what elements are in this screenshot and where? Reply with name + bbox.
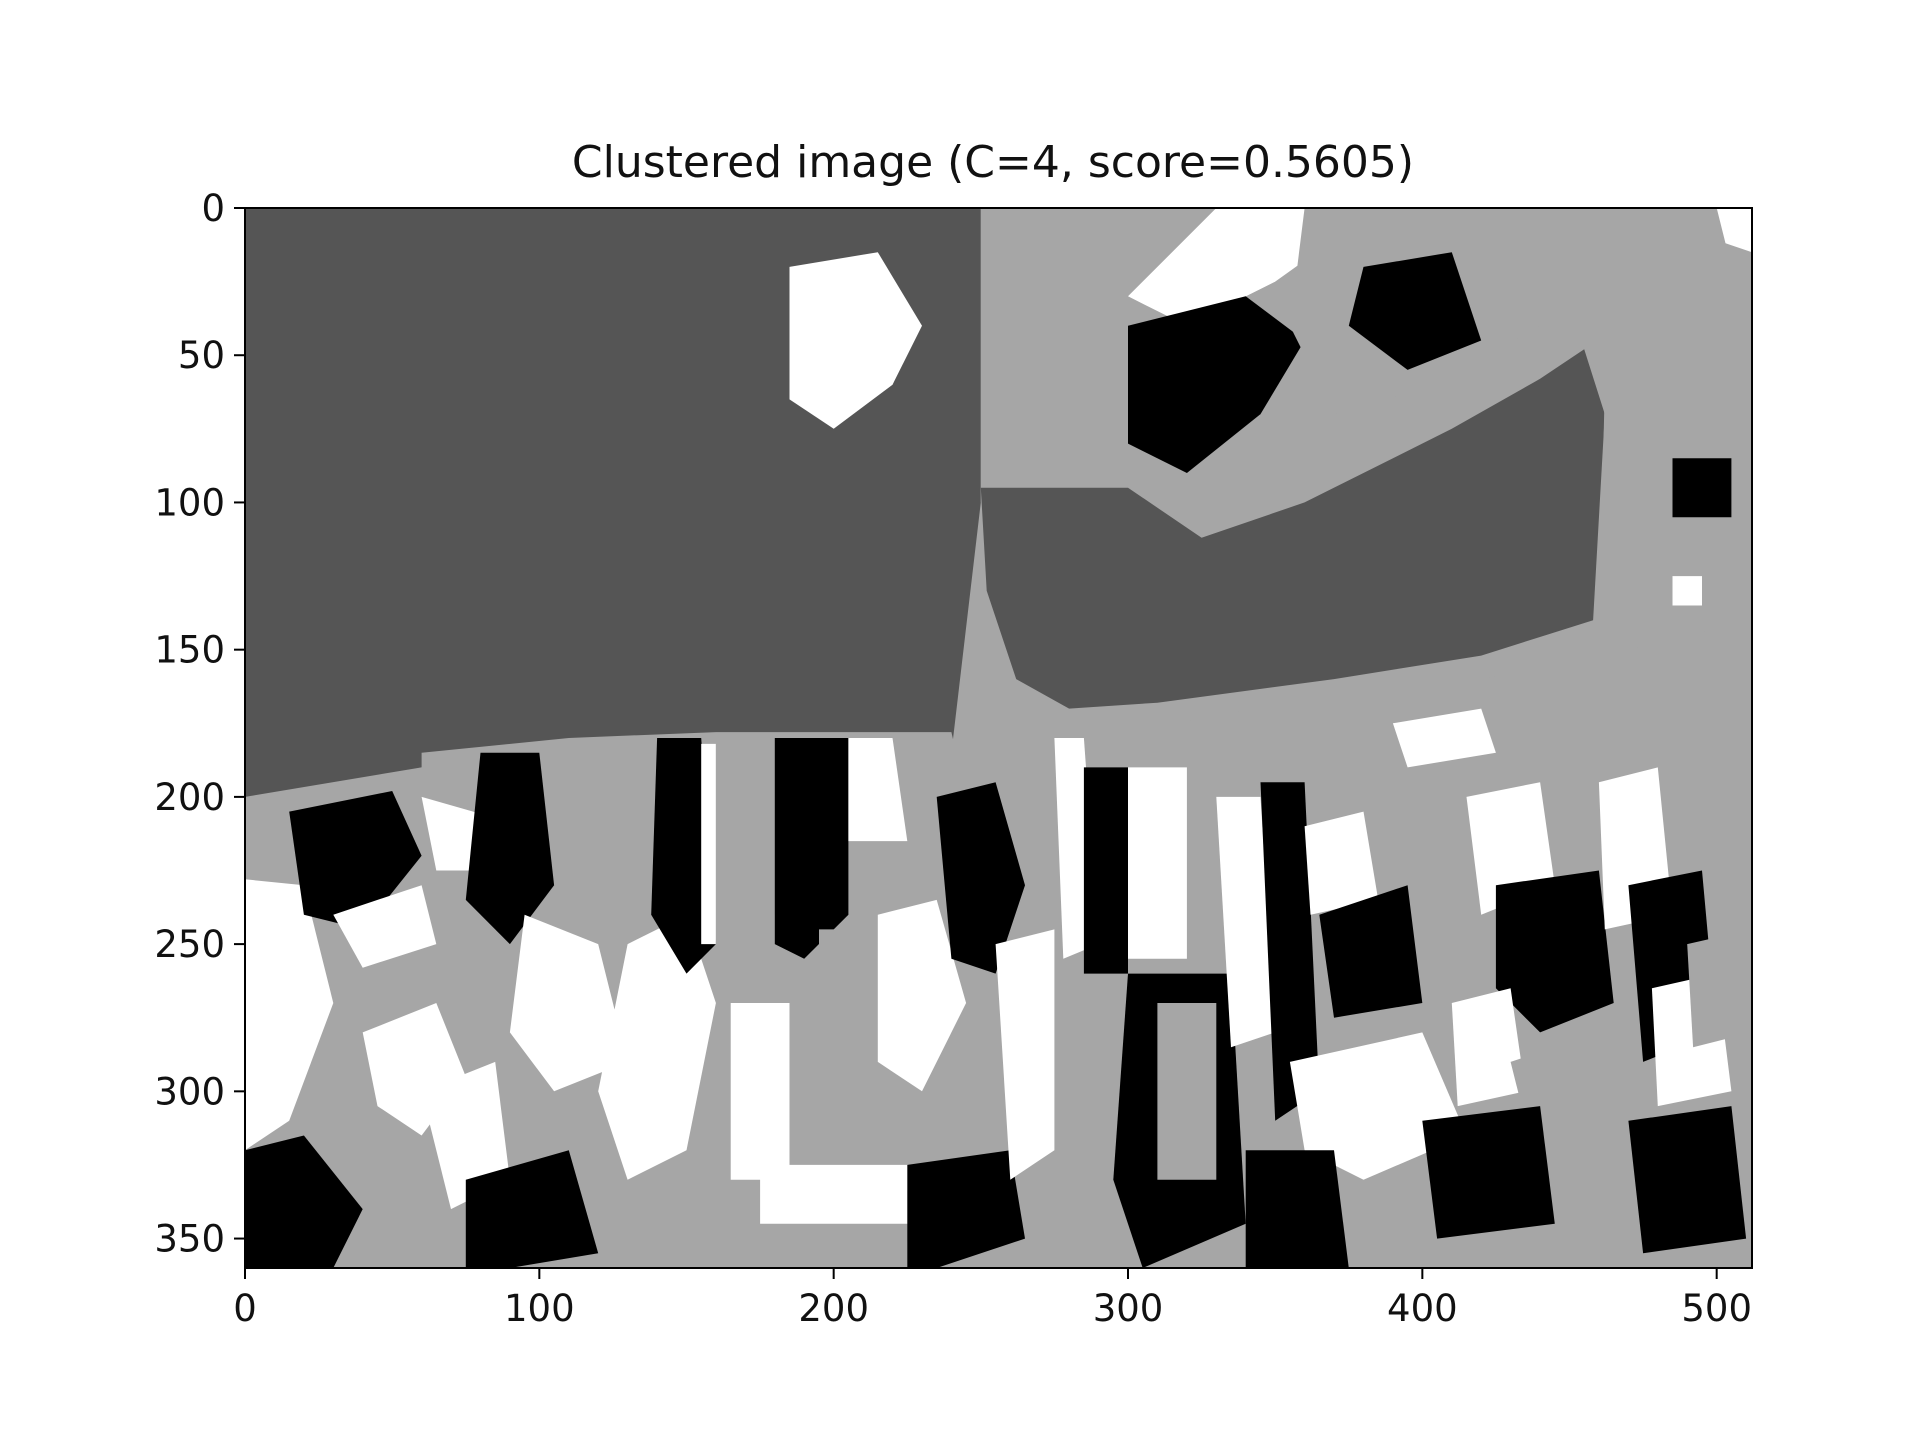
cluster-region-40 <box>1083 767 1128 974</box>
cluster-region-60 <box>1628 1106 1747 1254</box>
cluster-region-7 <box>1128 296 1305 473</box>
cluster-region-24 <box>701 743 716 945</box>
cluster-region-54 <box>1451 988 1526 1107</box>
y-tick-label-300: 300 <box>154 1070 225 1113</box>
y-tick-label-250: 250 <box>154 923 225 966</box>
plot-area-frame <box>244 207 1753 1269</box>
cluster-region-34 <box>877 899 967 1092</box>
cluster-region-2 <box>980 208 1070 503</box>
cluster-region-33 <box>819 929 878 1092</box>
cluster-region-61 <box>1687 929 1752 1048</box>
cluster-region-13 <box>1672 458 1732 518</box>
y-tick-label-100: 100 <box>154 481 225 524</box>
cluster-region-49 <box>1245 1150 1349 1268</box>
y-tick-label-200: 200 <box>154 776 225 819</box>
cluster-region-32 <box>848 738 908 842</box>
cluster-region-16 <box>245 879 334 1151</box>
cluster-region-28 <box>465 1150 599 1268</box>
cluster-region-30 <box>730 1003 790 1180</box>
cluster-region-18 <box>333 885 437 968</box>
cluster-region-56 <box>1422 1106 1555 1239</box>
cluster-region-29 <box>715 738 775 959</box>
cluster-region-21 <box>509 914 628 1092</box>
cluster-region-20 <box>465 752 555 945</box>
cluster-region-10 <box>1510 208 1752 385</box>
x-tick-label-100: 100 <box>504 1287 575 1330</box>
cluster-region-23 <box>651 738 716 974</box>
cluster-region-47 <box>1319 885 1423 1018</box>
cluster-region-22 <box>598 914 716 1180</box>
cluster-region-25 <box>245 1135 363 1268</box>
cluster-region-38 <box>995 929 1055 1180</box>
x-tick-label-200: 200 <box>798 1287 869 1330</box>
cluster-region-46 <box>1304 811 1379 915</box>
x-tick-label-400: 400 <box>1387 1287 1458 1330</box>
cluster-region-11 <box>1716 208 1752 253</box>
x-tick-label-300: 300 <box>1093 1287 1164 1330</box>
cluster-region-44 <box>1216 796 1276 1048</box>
cluster-region-14 <box>1672 576 1702 606</box>
cluster-region-9 <box>1348 252 1482 370</box>
y-tick-label-0: 0 <box>201 187 225 230</box>
cluster-region-35 <box>936 782 1025 974</box>
y-tick-label-150: 150 <box>154 629 225 672</box>
cluster-region-27 <box>421 1061 510 1210</box>
x-axis: 0 100 200 300 400 500 <box>233 1268 1752 1330</box>
cluster-region-45 <box>1260 782 1320 1121</box>
cluster-region-17 <box>289 791 422 930</box>
cluster-region-5 <box>789 252 922 429</box>
x-tick-label-500: 500 <box>1681 1287 1752 1330</box>
cluster-region-43 <box>1157 1003 1217 1180</box>
chart-title: Clustered image (C=4, score=0.5605) <box>572 137 1414 188</box>
cluster-region-3 <box>980 349 1605 709</box>
cluster-region-31 <box>774 738 849 959</box>
clustered-image <box>245 208 1752 1268</box>
cluster-region-36 <box>760 1164 937 1224</box>
y-tick-label-350: 350 <box>154 1218 225 1261</box>
cluster-region-48 <box>1289 1032 1467 1180</box>
x-tick-label-0: 0 <box>233 1287 257 1330</box>
cluster-region-50 <box>1392 708 1496 768</box>
y-tick-label-50: 50 <box>178 334 225 377</box>
cluster-region-53 <box>1495 870 1614 1033</box>
y-axis: 0 50 100 150 200 250 300 350 <box>154 187 245 1261</box>
cluster-region-41 <box>1128 767 1187 959</box>
cluster-region-37 <box>907 1150 1025 1268</box>
